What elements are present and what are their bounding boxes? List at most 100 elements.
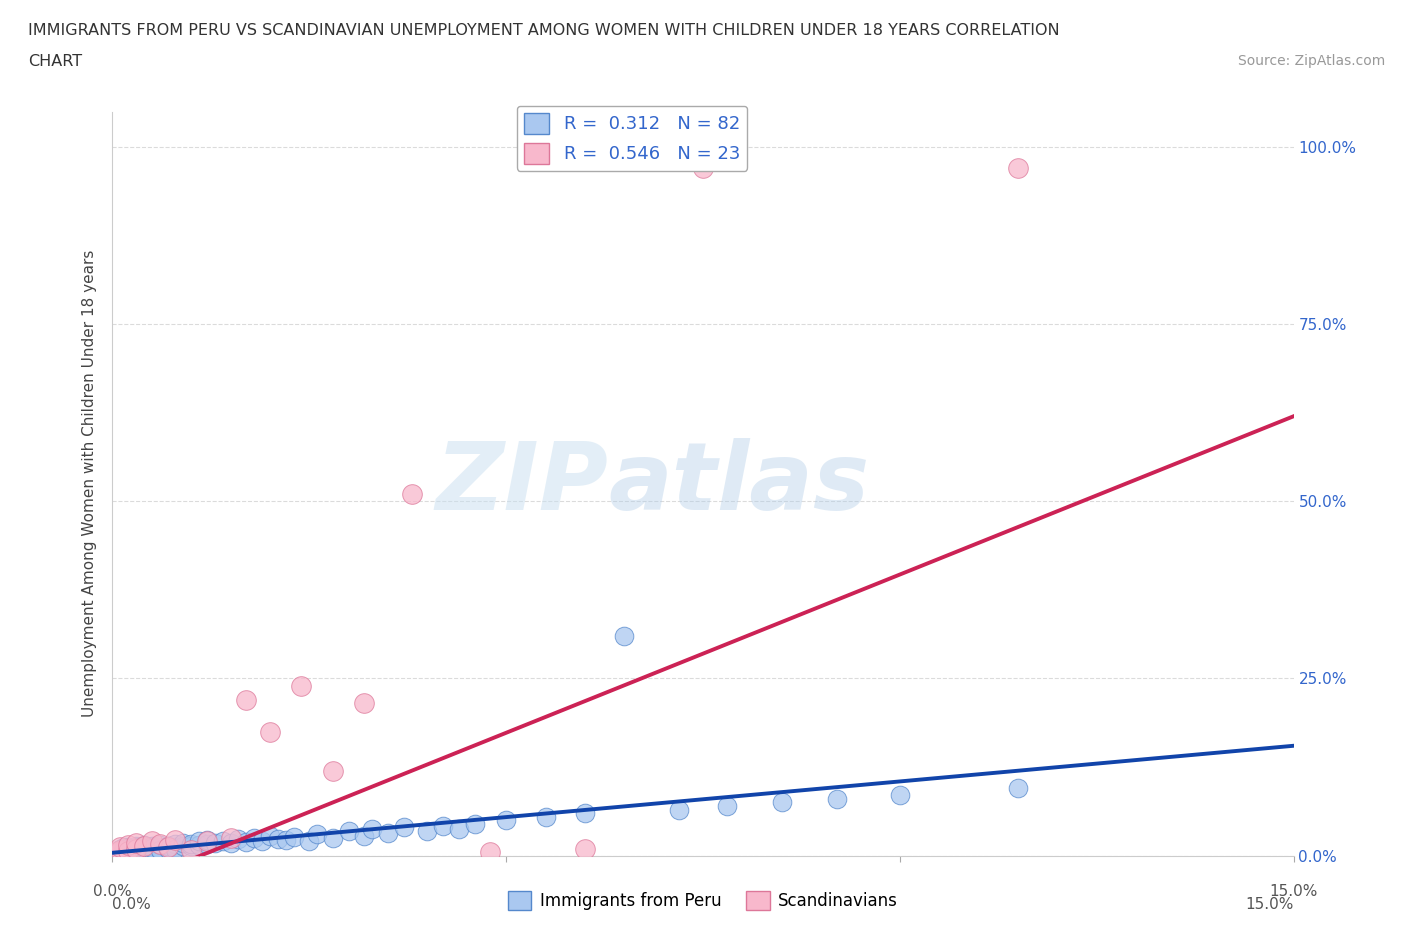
Point xyxy=(172,835,194,850)
Text: 15.0%: 15.0% xyxy=(1246,897,1294,911)
Point xyxy=(165,832,187,847)
Point xyxy=(132,839,155,854)
Point xyxy=(377,826,399,841)
Point xyxy=(156,842,179,857)
Point xyxy=(117,844,139,858)
Point xyxy=(613,629,636,644)
Text: 0.0%: 0.0% xyxy=(93,884,132,899)
Point xyxy=(156,840,179,855)
Point xyxy=(447,821,470,836)
Point xyxy=(211,834,233,849)
Point xyxy=(110,844,132,858)
Point xyxy=(110,841,132,856)
Point xyxy=(770,795,793,810)
Point xyxy=(479,844,502,859)
Point xyxy=(361,821,384,836)
Point xyxy=(495,813,517,828)
Point xyxy=(574,805,596,820)
Point xyxy=(112,842,135,857)
Point xyxy=(149,838,172,853)
Point xyxy=(322,764,344,778)
Point xyxy=(117,840,139,855)
Point xyxy=(149,842,172,857)
Point xyxy=(117,838,139,853)
Point xyxy=(716,799,738,814)
Point xyxy=(125,841,148,856)
Point xyxy=(274,832,297,847)
Point xyxy=(149,843,172,857)
Point xyxy=(692,161,714,176)
Point xyxy=(180,843,202,857)
Point xyxy=(141,834,163,849)
Point xyxy=(117,844,139,858)
Point xyxy=(125,843,148,857)
Point xyxy=(180,839,202,854)
Point xyxy=(235,692,257,707)
Point xyxy=(117,841,139,856)
Point xyxy=(290,678,312,693)
Point xyxy=(195,834,218,849)
Point xyxy=(117,841,139,856)
Point xyxy=(165,837,187,852)
Text: 0.0%: 0.0% xyxy=(112,897,152,911)
Point xyxy=(353,829,375,844)
Point xyxy=(1007,781,1029,796)
Point xyxy=(132,839,155,854)
Point xyxy=(156,839,179,854)
Point xyxy=(110,843,132,857)
Point xyxy=(112,840,135,855)
Point xyxy=(259,724,281,739)
Point xyxy=(298,834,321,849)
Point xyxy=(195,837,218,852)
Point xyxy=(259,829,281,844)
Point xyxy=(195,832,218,847)
Point xyxy=(110,840,132,855)
Point xyxy=(243,830,266,845)
Text: IMMIGRANTS FROM PERU VS SCANDINAVIAN UNEMPLOYMENT AMONG WOMEN WITH CHILDREN UNDE: IMMIGRANTS FROM PERU VS SCANDINAVIAN UNE… xyxy=(28,23,1060,38)
Point xyxy=(668,802,690,817)
Point xyxy=(110,843,132,857)
Point xyxy=(132,841,155,856)
Point xyxy=(110,843,132,857)
Point xyxy=(117,842,139,857)
Point xyxy=(149,837,172,852)
Point xyxy=(165,840,187,855)
Point xyxy=(432,818,454,833)
Point xyxy=(125,844,148,858)
Point xyxy=(889,788,911,803)
Point xyxy=(180,836,202,851)
Text: atlas: atlas xyxy=(609,438,870,529)
Point xyxy=(132,838,155,853)
Point xyxy=(322,830,344,845)
Point xyxy=(337,823,360,838)
Y-axis label: Unemployment Among Women with Children Under 18 years: Unemployment Among Women with Children U… xyxy=(82,250,97,717)
Point xyxy=(125,841,148,856)
Legend: R =  0.312   N = 82, R =  0.546   N = 23: R = 0.312 N = 82, R = 0.546 N = 23 xyxy=(517,106,748,171)
Point xyxy=(204,835,226,850)
Point xyxy=(353,696,375,711)
Point xyxy=(125,844,148,858)
Point xyxy=(534,809,557,824)
Point xyxy=(117,844,139,858)
Point xyxy=(125,841,148,856)
Point xyxy=(125,840,148,855)
Point xyxy=(307,827,329,842)
Point xyxy=(141,843,163,857)
Point xyxy=(117,843,139,857)
Point xyxy=(165,841,187,856)
Point xyxy=(574,841,596,856)
Point xyxy=(235,835,257,850)
Point xyxy=(401,486,423,501)
Point xyxy=(825,791,848,806)
Point xyxy=(464,817,486,831)
Point xyxy=(132,844,155,858)
Point xyxy=(188,834,211,849)
Point xyxy=(250,833,273,848)
Point xyxy=(228,831,250,846)
Point xyxy=(188,838,211,853)
Point xyxy=(219,835,242,850)
Point xyxy=(172,838,194,853)
Point xyxy=(156,838,179,853)
Point xyxy=(125,839,148,854)
Point xyxy=(219,830,242,845)
